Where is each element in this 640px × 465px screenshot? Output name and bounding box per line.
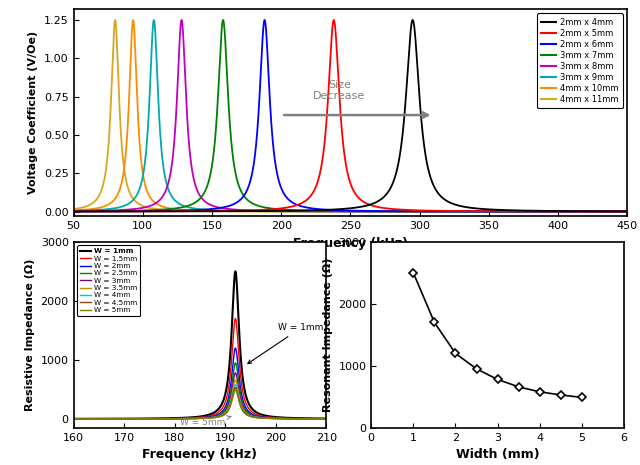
Text: W = 5mm: W = 5mm <box>180 416 231 427</box>
Y-axis label: Voltage Coefficient (V/Oe): Voltage Coefficient (V/Oe) <box>28 31 38 194</box>
Legend: 2mm x 4mm, 2mm x 5mm, 2mm x 6mm, 3mm x 7mm, 3mm x 8mm, 3mm x 9mm, 4mm x 10mm, 4m: 2mm x 4mm, 2mm x 5mm, 2mm x 6mm, 3mm x 7… <box>537 13 623 108</box>
Text: W = 1mm: W = 1mm <box>248 323 324 364</box>
Y-axis label: Resonant Impedance (Ω): Resonant Impedance (Ω) <box>323 258 333 412</box>
Text: Size
Decrease: Size Decrease <box>313 80 365 101</box>
Y-axis label: Resistive Impedance (Ω): Resistive Impedance (Ω) <box>25 259 35 411</box>
X-axis label: Frequency (kHz): Frequency (kHz) <box>143 448 257 461</box>
Legend: W = 1mm, W = 1.5mm, W = 2mm, W = 2.5mm, W = 3mm, W = 3.5mm, W = 4mm, W = 4.5mm, : W = 1mm, W = 1.5mm, W = 2mm, W = 2.5mm, … <box>77 246 140 316</box>
X-axis label: Frequency (kHz): Frequency (kHz) <box>293 237 408 250</box>
X-axis label: Width (mm): Width (mm) <box>456 448 540 461</box>
